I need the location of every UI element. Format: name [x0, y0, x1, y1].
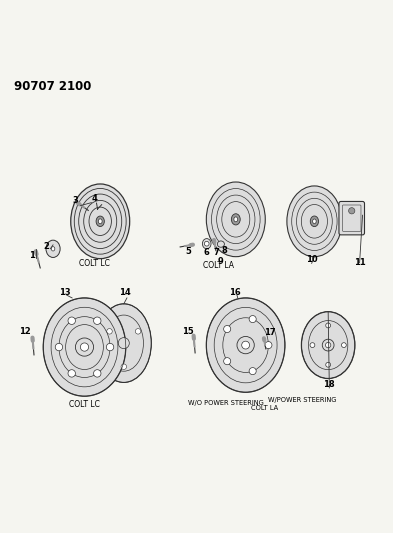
Circle shape [349, 208, 355, 214]
Text: 12: 12 [19, 327, 31, 336]
Circle shape [107, 343, 114, 351]
Ellipse shape [96, 216, 105, 227]
Ellipse shape [202, 239, 211, 249]
Text: 1: 1 [29, 252, 35, 261]
Ellipse shape [206, 298, 285, 392]
Text: W/POWER STEERING: W/POWER STEERING [268, 397, 337, 403]
Circle shape [68, 317, 75, 325]
Circle shape [249, 316, 256, 322]
Text: W/O POWER STEERING: W/O POWER STEERING [188, 400, 264, 406]
Ellipse shape [46, 240, 60, 257]
Circle shape [242, 341, 250, 349]
Ellipse shape [51, 247, 55, 251]
Ellipse shape [301, 312, 355, 378]
Ellipse shape [217, 241, 224, 247]
Text: 90707 2100: 90707 2100 [14, 80, 91, 93]
Ellipse shape [96, 304, 151, 383]
Text: 2: 2 [44, 243, 49, 252]
Ellipse shape [98, 219, 102, 224]
Text: 18: 18 [323, 379, 335, 389]
Circle shape [326, 323, 331, 328]
Text: COLT LA: COLT LA [203, 261, 233, 270]
Text: 7: 7 [213, 248, 219, 257]
Text: 9: 9 [217, 257, 223, 266]
Circle shape [94, 317, 101, 325]
Circle shape [55, 343, 62, 351]
Ellipse shape [206, 182, 265, 257]
Ellipse shape [231, 214, 240, 225]
Text: 10: 10 [306, 255, 318, 264]
Ellipse shape [287, 186, 342, 257]
Circle shape [135, 328, 141, 334]
Circle shape [75, 338, 94, 356]
Circle shape [224, 358, 231, 365]
Text: 14: 14 [119, 287, 131, 296]
Text: 13: 13 [59, 288, 71, 297]
Circle shape [342, 343, 346, 348]
Circle shape [265, 342, 272, 349]
Circle shape [68, 370, 75, 377]
Circle shape [107, 328, 112, 334]
Circle shape [322, 339, 334, 351]
Text: 6: 6 [204, 248, 209, 257]
Text: 8: 8 [222, 246, 228, 255]
Circle shape [310, 343, 315, 348]
Text: COLT LC: COLT LC [79, 260, 110, 269]
Circle shape [121, 364, 127, 369]
Text: COLT LC: COLT LC [69, 400, 100, 409]
Text: 16: 16 [229, 288, 241, 297]
FancyBboxPatch shape [339, 201, 365, 235]
Ellipse shape [234, 217, 238, 222]
Ellipse shape [71, 184, 130, 259]
Text: 11: 11 [354, 258, 365, 267]
Circle shape [204, 241, 209, 246]
Ellipse shape [312, 219, 316, 224]
Text: 3: 3 [73, 196, 79, 205]
Circle shape [326, 362, 331, 367]
Circle shape [81, 343, 89, 351]
Text: 17: 17 [264, 328, 276, 337]
Circle shape [237, 336, 254, 354]
Ellipse shape [43, 298, 126, 396]
Text: 5: 5 [185, 247, 191, 256]
Ellipse shape [310, 216, 319, 227]
Circle shape [249, 368, 256, 375]
Circle shape [224, 326, 231, 333]
Text: 4: 4 [92, 195, 97, 204]
Circle shape [118, 337, 129, 349]
Text: 15: 15 [182, 327, 194, 336]
Circle shape [325, 342, 331, 348]
Text: COLT LA: COLT LA [250, 405, 278, 411]
Circle shape [94, 370, 101, 377]
